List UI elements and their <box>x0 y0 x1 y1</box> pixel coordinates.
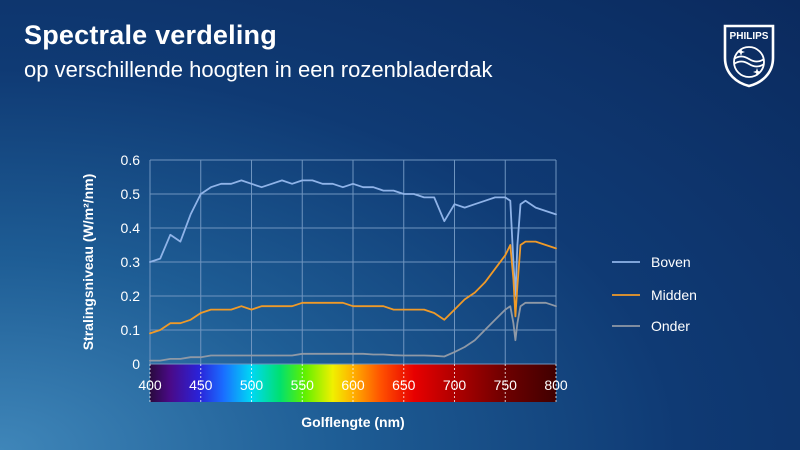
page-title: Spectrale verdeling <box>24 20 277 50</box>
page-subtitle: op verschillende hoogten in een rozenbla… <box>24 57 493 82</box>
legend-label-midden: Midden <box>651 287 697 303</box>
series-line-midden <box>149 240 557 335</box>
y-axis-title: Stralingsniveau (W/m²/nm) <box>80 174 96 351</box>
chart-series <box>149 179 557 362</box>
y-axis-ticks: 0 0.1 0.2 0.3 0.4 0.5 0.6 <box>121 152 141 372</box>
x-axis-ticks: 400 450 500 550 600 650 700 750 800 <box>138 377 568 393</box>
philips-shield-logo-icon: PHILIPS <box>723 24 775 88</box>
x-tick-label: 500 <box>240 377 264 393</box>
brand-name: PHILIPS <box>730 31 769 42</box>
y-tick-label: 0.4 <box>121 220 141 236</box>
x-tick-label: 700 <box>443 377 467 393</box>
x-tick-label: 550 <box>291 377 315 393</box>
x-tick-label: 650 <box>392 377 416 393</box>
legend-label-boven: Boven <box>651 254 691 270</box>
x-tick-label: 400 <box>138 377 162 393</box>
y-tick-label: 0 <box>132 356 140 372</box>
y-tick-label: 0.6 <box>121 152 141 168</box>
x-tick-label: 800 <box>544 377 568 393</box>
spectrum-color-bar <box>150 364 556 402</box>
chart-legend: Boven Midden Onder <box>612 254 697 334</box>
x-tick-label: 450 <box>189 377 213 393</box>
y-tick-label: 0.1 <box>121 322 141 338</box>
x-tick-label: 750 <box>494 377 518 393</box>
series-line-onder <box>149 301 557 362</box>
y-tick-label: 0.5 <box>121 186 141 202</box>
legend-label-onder: Onder <box>651 318 690 334</box>
y-tick-label: 0.3 <box>121 254 141 270</box>
y-tick-label: 0.2 <box>121 288 141 304</box>
x-tick-label: 600 <box>341 377 365 393</box>
x-axis-title: Golflengte (nm) <box>301 414 404 430</box>
series-line-boven <box>149 179 557 297</box>
